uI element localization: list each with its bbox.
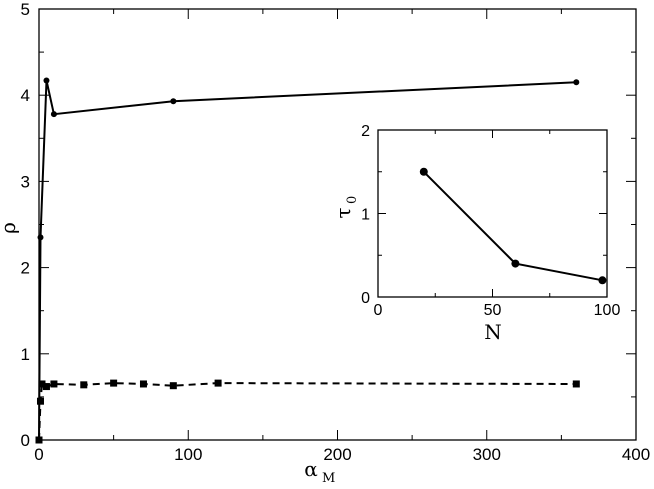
inset-y-tick-label: 2 <box>361 123 370 140</box>
main-series-1-point <box>572 380 580 388</box>
main-x-tick-label: 100 <box>174 445 202 464</box>
main-series-1-point <box>35 436 43 444</box>
main-series-1-point <box>214 379 222 387</box>
main-series-1-point <box>50 380 58 388</box>
main-series-1-point <box>38 380 46 388</box>
main-series-1-point <box>80 381 88 389</box>
main-x-tick-label: 200 <box>323 445 351 464</box>
inset-y-tick-label: 1 <box>361 207 370 224</box>
main-series-0-point <box>43 77 50 84</box>
main-series-1-point <box>110 379 118 387</box>
inset-y-axis-label: τ <box>331 207 355 218</box>
inset-series-0-point <box>419 167 428 176</box>
main-y-tick-label: 0 <box>21 431 30 450</box>
inset-x-tick-label: 50 <box>484 302 502 319</box>
main-series-1-point <box>42 383 50 391</box>
inset-y-tick-label: 0 <box>361 290 370 307</box>
inset-x-tick-label: 100 <box>594 302 621 319</box>
main-y-tick-label: 5 <box>21 0 30 19</box>
main-series-1-point <box>169 382 177 390</box>
inset-series-0-point <box>598 276 607 285</box>
main-x-tick-label: 400 <box>622 445 650 464</box>
main-series-1-point <box>36 397 44 405</box>
inset-background <box>378 130 607 297</box>
main-y-tick-label: 4 <box>21 86 30 105</box>
main-series-0-point <box>170 98 177 105</box>
main-x-tick-label: 0 <box>34 445 43 464</box>
inset-y-axis-label-subscript: 0 <box>345 196 360 204</box>
main-x-axis-label: α <box>304 457 318 481</box>
main-y-tick-label: 2 <box>21 259 30 278</box>
main-y-axis-label: ρ <box>0 222 20 234</box>
inset-x-tick-label: 0 <box>374 302 383 319</box>
main-series-1-point <box>139 380 147 388</box>
main-y-tick-label: 1 <box>21 345 30 364</box>
main-series-0-point <box>573 79 580 86</box>
main-x-axis-label-subscript: M <box>322 471 335 486</box>
inset-x-axis-label: N <box>484 320 502 344</box>
main-series-0-point <box>50 111 57 118</box>
main-series-0-point <box>37 234 44 241</box>
main-y-tick-label: 3 <box>21 172 30 191</box>
main-x-tick-label: 300 <box>473 445 501 464</box>
inset-series-0-point <box>511 259 520 268</box>
main-series-1-line <box>38 382 577 441</box>
main-series-0-line <box>38 80 577 441</box>
